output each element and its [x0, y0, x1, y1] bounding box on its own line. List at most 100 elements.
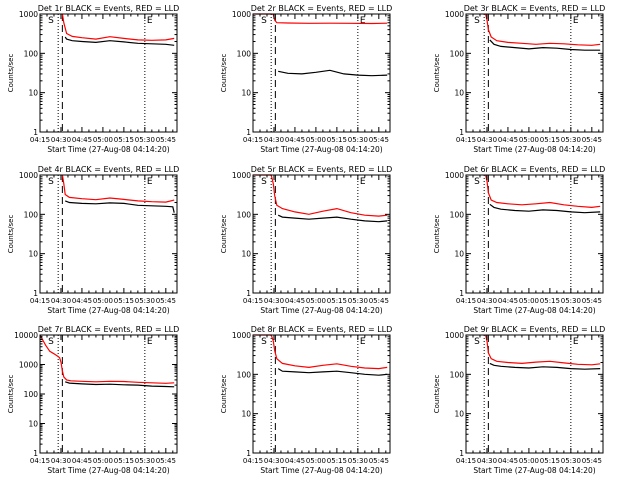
y-tick-label: 100 — [237, 370, 252, 379]
x-tick-label: 04:15 — [243, 136, 263, 144]
x-tick-label: 05:00 — [93, 136, 113, 144]
axes-frame — [252, 334, 391, 454]
y-axis-label: Counts/sec — [433, 54, 441, 93]
y-tick-label: 10 — [454, 250, 464, 259]
x-axis-label: Start Time (27-Aug-08 04:14:20) — [47, 145, 169, 154]
x-tick-label: 04:15 — [456, 136, 476, 144]
series-line-lld — [485, 334, 601, 366]
y-tick-label: 10 — [28, 420, 38, 429]
series-line-lld — [61, 13, 175, 41]
x-tick-label: 04:30 — [51, 136, 71, 144]
x-tick-label: 05:30 — [348, 297, 368, 305]
y-tick-label: 10 — [454, 89, 464, 98]
series-line-events — [277, 368, 388, 376]
y-tick-label: 1000 — [445, 331, 464, 340]
x-axis-label: Start Time (27-Aug-08 04:14:20) — [260, 145, 382, 154]
axes-frame — [465, 334, 604, 454]
panel-title: Det 3r BLACK = Events, RED = LLD — [464, 4, 606, 13]
start-marker: S — [261, 337, 267, 347]
series-line-lld — [253, 13, 388, 25]
x-tick-label: 05:45 — [156, 297, 176, 305]
x-tick-label: 05:00 — [93, 457, 113, 465]
y-tick-label: 10 — [241, 250, 251, 259]
series-line-lld — [61, 174, 175, 203]
x-axis-label: Start Time (27-Aug-08 04:14:20) — [473, 466, 595, 475]
x-tick-label: 05:15 — [540, 297, 560, 305]
series-line-events — [64, 200, 175, 213]
panel-det-5r: Det 5r BLACK = Events, RED = LLD S E 1 10 100… — [220, 165, 392, 315]
x-tick-label: 04:15 — [30, 457, 50, 465]
series-line-events — [278, 69, 388, 77]
x-tick-label: 04:15 — [30, 297, 50, 305]
y-tick-label: 100 — [24, 49, 39, 58]
y-tick-label: 1000 — [19, 171, 38, 180]
panel-det-1r: Det 1r BLACK = Events, RED = LLD S E 1 10 100… — [7, 4, 179, 154]
y-tick-label: 100 — [24, 210, 39, 219]
series-line-events — [489, 39, 601, 51]
x-axis-label: Start Time (27-Aug-08 04:14:20) — [260, 306, 382, 315]
y-tick-label: 100 — [450, 210, 465, 219]
x-tick-label: 05:00 — [519, 457, 539, 465]
x-axis-label: Start Time (27-Aug-08 04:14:20) — [473, 306, 595, 315]
x-tick-label: 04:30 — [477, 297, 497, 305]
y-tick-label: 10 — [454, 410, 464, 419]
y-tick-label: 1 — [33, 289, 38, 298]
x-tick-label: 04:45 — [72, 136, 92, 144]
x-tick-label: 05:00 — [519, 297, 539, 305]
x-tick-label: 04:30 — [264, 136, 284, 144]
x-tick-label: 05:00 — [519, 136, 539, 144]
x-tick-label: 04:15 — [243, 457, 263, 465]
y-tick-label: 1 — [33, 449, 38, 458]
y-tick-label: 1000 — [232, 171, 251, 180]
end-marker: E — [147, 177, 153, 187]
x-tick-label: 04:45 — [498, 136, 518, 144]
start-marker: S — [474, 177, 480, 187]
x-axis-label: Start Time (27-Aug-08 04:14:20) — [473, 145, 595, 154]
y-axis-label: Counts/sec — [433, 215, 441, 254]
panel-det-3r: Det 3r BLACK = Events, RED = LLD S E 1 10 100… — [433, 4, 605, 154]
y-tick-label: 1000 — [232, 331, 251, 340]
series-line-events — [64, 36, 175, 46]
axes-frame — [465, 13, 604, 133]
axes-frame — [39, 174, 178, 294]
x-tick-label: 04:30 — [477, 457, 497, 465]
series-line-events — [277, 214, 388, 223]
x-tick-label: 05:30 — [561, 457, 581, 465]
end-marker: E — [573, 177, 579, 187]
x-tick-label: 05:30 — [561, 136, 581, 144]
x-tick-label: 04:30 — [264, 457, 284, 465]
y-tick-label: 100 — [450, 370, 465, 379]
series-line-events — [489, 362, 601, 370]
x-tick-label: 04:30 — [51, 297, 71, 305]
panel-title: Det 9r BLACK = Events, RED = LLD — [464, 325, 606, 334]
x-tick-label: 04:45 — [72, 457, 92, 465]
end-marker: E — [573, 337, 579, 347]
x-tick-label: 05:15 — [114, 457, 134, 465]
y-axis-label: Counts/sec — [433, 375, 441, 414]
y-axis-label: Counts/sec — [7, 215, 15, 254]
x-tick-label: 04:15 — [243, 297, 263, 305]
y-tick-label: 10 — [28, 89, 38, 98]
x-tick-label: 05:15 — [540, 457, 560, 465]
x-tick-label: 04:15 — [456, 297, 476, 305]
y-tick-label: 1 — [246, 289, 251, 298]
start-marker: S — [48, 177, 54, 187]
panel-det-9r: Det 9r BLACK = Events, RED = LLD S E 1 10 100… — [433, 325, 605, 475]
y-tick-label: 1000 — [232, 10, 251, 19]
y-tick-label: 10 — [241, 410, 251, 419]
x-tick-label: 05:00 — [306, 136, 326, 144]
axes-frame — [252, 174, 391, 294]
y-tick-label: 1000 — [19, 10, 38, 19]
series-line-lld — [253, 334, 388, 370]
panel-det-6r: Det 6r BLACK = Events, RED = LLD S E 1 10 100… — [433, 165, 605, 315]
y-tick-label: 1 — [246, 128, 251, 137]
start-marker: S — [261, 177, 267, 187]
y-tick-label: 1 — [459, 289, 464, 298]
x-tick-label: 05:30 — [348, 457, 368, 465]
x-tick-label: 05:30 — [135, 297, 155, 305]
y-tick-label: 10 — [28, 250, 38, 259]
y-axis-label: Counts/sec — [7, 54, 15, 93]
x-tick-label: 04:45 — [498, 297, 518, 305]
series-line-events — [65, 381, 175, 388]
